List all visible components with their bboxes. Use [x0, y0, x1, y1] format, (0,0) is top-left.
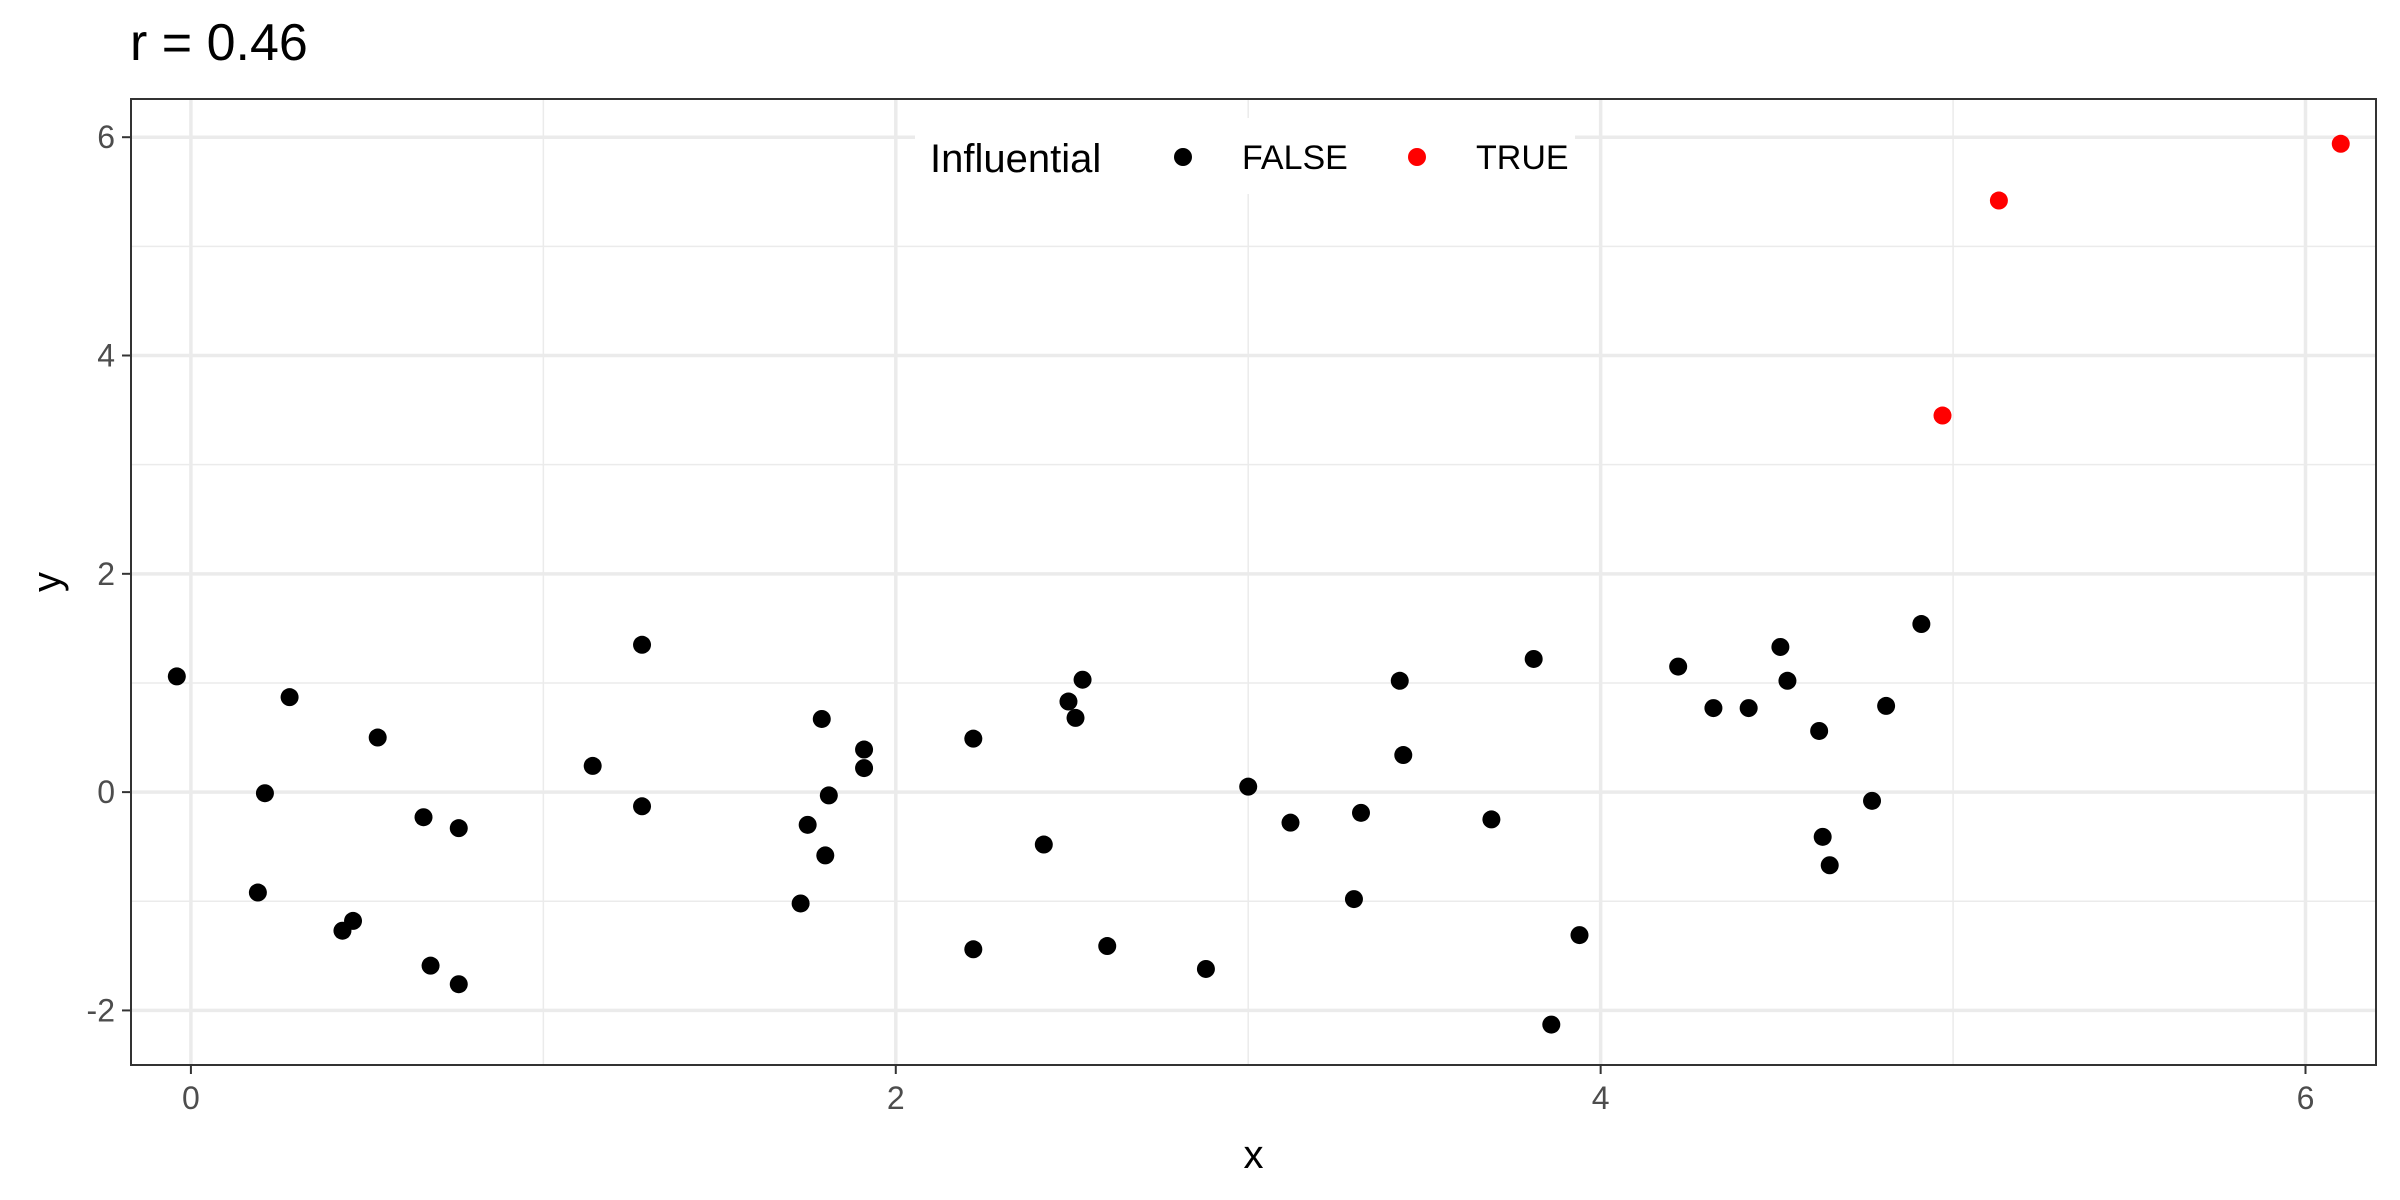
data-point-false — [1771, 637, 1790, 656]
y-tick-label: 0 — [97, 774, 115, 810]
data-point-false — [816, 846, 835, 865]
data-point-true — [1933, 406, 1952, 425]
chart-title: r = 0.46 — [130, 14, 308, 72]
y-tick-label: 4 — [97, 338, 115, 374]
data-point-false — [1524, 649, 1543, 668]
data-point-false — [449, 975, 468, 994]
data-point-false — [1482, 810, 1501, 829]
data-point-false — [855, 740, 874, 759]
data-point-false — [368, 728, 387, 747]
major-gridlines — [131, 99, 2376, 1065]
data-point-false — [1034, 835, 1053, 854]
data-point-false — [255, 784, 274, 803]
y-tick-label: 2 — [97, 556, 115, 592]
data-point-false — [1912, 615, 1931, 634]
legend-entries: FALSE TRUE — [1174, 139, 1569, 177]
data-point-false — [421, 956, 440, 975]
legend-title: Influential — [930, 137, 1101, 181]
legend-label-false: FALSE — [1242, 139, 1348, 177]
x-tick-label: 0 — [182, 1080, 200, 1116]
y-axis-title: y — [25, 572, 69, 592]
data-points — [167, 134, 2350, 1034]
data-point-false — [280, 688, 299, 707]
plot-panel — [131, 99, 2376, 1065]
data-point-true — [2331, 134, 2350, 153]
minor-gridlines — [131, 99, 2376, 1065]
legend-background — [915, 118, 1575, 194]
x-axis-ticks: 0 2 4 6 — [182, 1065, 2314, 1116]
data-point-false — [1281, 813, 1300, 832]
data-point-false — [344, 911, 363, 930]
legend-label-true: TRUE — [1476, 139, 1569, 177]
data-point-false — [1073, 670, 1092, 689]
data-point-false — [1813, 827, 1832, 846]
data-point-false — [855, 759, 874, 778]
data-point-false — [633, 635, 652, 654]
y-tick-label: -2 — [87, 992, 115, 1028]
data-point-false — [1390, 671, 1409, 690]
data-point-false — [633, 797, 652, 816]
x-tick-label: 4 — [1592, 1080, 1610, 1116]
data-point-false — [964, 729, 983, 748]
data-point-false — [1778, 671, 1797, 690]
legend: Influential FALSE TRUE — [915, 118, 1575, 194]
x-axis-title: x — [1244, 1133, 1264, 1177]
data-point-false — [1810, 721, 1829, 740]
data-point-false — [583, 756, 602, 775]
data-point-false — [1863, 791, 1882, 810]
data-point-false — [1820, 856, 1839, 875]
data-point-false — [1196, 959, 1215, 978]
x-tick-label: 2 — [887, 1080, 905, 1116]
data-point-false — [812, 709, 831, 728]
data-point-false — [1739, 699, 1758, 718]
legend-key-false — [1174, 148, 1192, 166]
data-point-false — [819, 786, 838, 805]
data-point-false — [791, 894, 810, 913]
plot-panel-border — [130, 98, 2377, 1066]
y-axis-ticks: -2 0 2 4 6 — [87, 119, 131, 1028]
legend-key-true — [1408, 148, 1426, 166]
data-point-false — [798, 815, 817, 834]
y-tick-label: 6 — [97, 119, 115, 155]
data-point-false — [248, 883, 267, 902]
data-point-true — [1989, 191, 2008, 210]
data-point-false — [1394, 746, 1413, 765]
data-point-false — [1669, 657, 1688, 676]
data-point-false — [1877, 696, 1896, 715]
data-point-false — [1570, 926, 1589, 945]
x-tick-label: 6 — [2297, 1080, 2315, 1116]
data-point-false — [1542, 1015, 1561, 1034]
data-point-false — [1239, 777, 1258, 796]
data-point-false — [1059, 692, 1078, 711]
data-point-false — [1098, 937, 1117, 956]
data-point-false — [167, 667, 186, 686]
data-point-false — [449, 819, 468, 838]
data-point-false — [1066, 708, 1085, 727]
data-point-false — [1704, 699, 1723, 718]
data-point-false — [414, 808, 433, 827]
data-point-false — [964, 940, 983, 959]
data-point-false — [1351, 803, 1370, 822]
data-point-false — [1344, 890, 1363, 909]
